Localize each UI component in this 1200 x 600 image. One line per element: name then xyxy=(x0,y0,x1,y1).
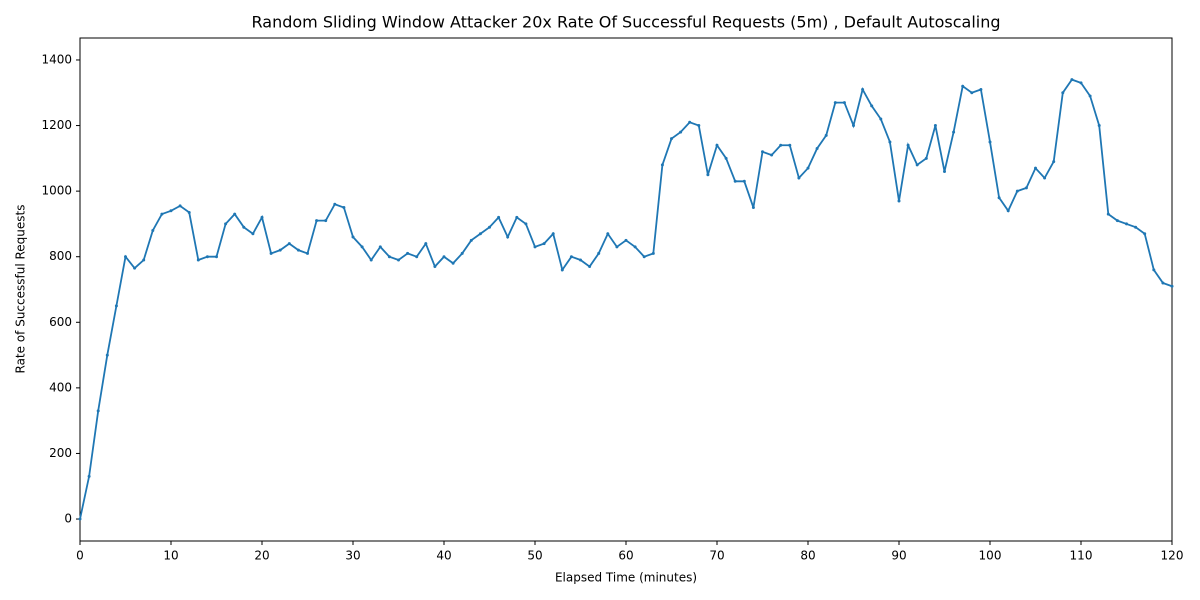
chart-title: Random Sliding Window Attacker 20x Rate … xyxy=(252,13,1001,32)
y-tick-label: 1400 xyxy=(41,52,72,66)
data-line xyxy=(78,78,1174,521)
x-axis-label: Elapsed Time (minutes) xyxy=(555,571,697,585)
x-tick-label: 10 xyxy=(163,549,178,563)
x-tick-label: 0 xyxy=(76,549,84,563)
x-tick-label: 80 xyxy=(800,549,815,563)
y-tick-label: 1200 xyxy=(41,118,72,132)
y-tick-label: 200 xyxy=(49,446,72,460)
y-tick-label: 800 xyxy=(49,249,72,263)
x-tick-label: 60 xyxy=(618,549,633,563)
plot-frame xyxy=(79,37,1173,542)
x-tick-label: 120 xyxy=(1161,549,1184,563)
y-tick-label: 0 xyxy=(64,512,72,526)
y-tick-label: 1000 xyxy=(41,184,72,198)
y-axis-label: Rate of Successful Requests xyxy=(14,205,28,374)
x-tick-label: 20 xyxy=(254,549,269,563)
x-tick-label: 40 xyxy=(436,549,451,563)
x-tick-label: 100 xyxy=(979,549,1002,563)
y-tick-label: 400 xyxy=(49,380,72,394)
x-tick-label: 110 xyxy=(1070,549,1093,563)
x-tick-label: 50 xyxy=(527,549,542,563)
x-tick-label: 30 xyxy=(345,549,360,563)
y-tick-label: 600 xyxy=(49,315,72,329)
x-tick-label: 70 xyxy=(709,549,724,563)
x-tick-label: 90 xyxy=(891,549,906,563)
